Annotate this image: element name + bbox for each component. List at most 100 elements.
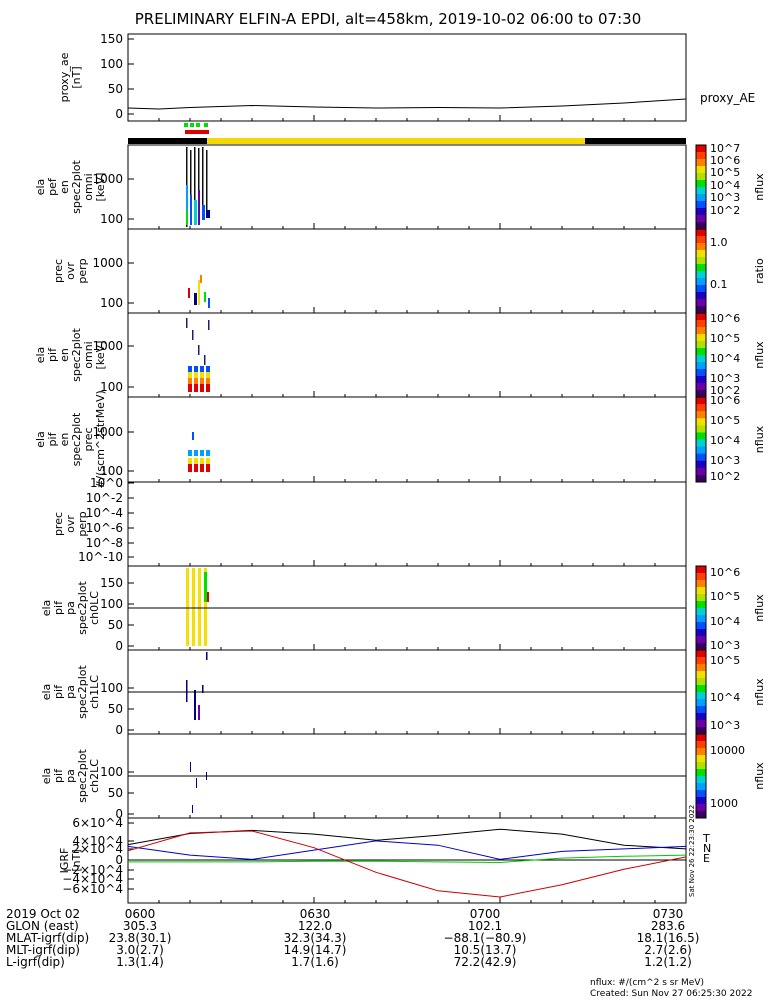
colorbar-segment — [696, 636, 706, 644]
colorbar-segment — [696, 299, 706, 307]
colorbar-segment — [696, 671, 706, 679]
colorbar-segment — [696, 187, 706, 195]
proxy-ae-line — [127, 98, 687, 110]
colorbar-ch2 — [695, 733, 707, 819]
igrf-legend-label: E — [703, 852, 710, 865]
tick-label: 10^0 — [90, 476, 123, 490]
colorbar-segment — [696, 685, 706, 693]
spec-pixel — [188, 450, 192, 456]
colorbar-segment — [696, 257, 706, 265]
spec-pixel — [194, 200, 197, 225]
spec-pixel — [200, 366, 204, 372]
spec-pixel — [208, 298, 210, 308]
colorbar-segment — [696, 250, 706, 258]
spec-pixel — [200, 384, 204, 392]
colorbar-label: nflux — [753, 678, 766, 706]
colorbar-tick-label: 10^6 — [710, 154, 740, 167]
colorbar-segment — [696, 376, 706, 384]
footer-value: 18.1(16.5) — [637, 931, 700, 945]
pef-stripe — [190, 150, 192, 220]
spec-pixel — [194, 464, 198, 472]
axis-label: prec — [52, 259, 65, 283]
spec-pixel — [188, 464, 192, 472]
pif-dot — [192, 330, 194, 340]
tick-label: 1000 — [92, 339, 123, 353]
colorbar-segment — [696, 313, 706, 321]
colorbar-tick-label: 10^3 — [710, 191, 740, 204]
spec-pixel — [188, 372, 192, 378]
spec-pixel — [202, 685, 204, 693]
axis-label: ch1LC — [88, 675, 101, 709]
colorbar-tick-label: 10^2 — [710, 470, 740, 483]
spec-pixel — [207, 592, 209, 602]
tick-label: 100 — [100, 597, 123, 611]
panel-frame — [127, 312, 687, 398]
colorbar-segment — [696, 713, 706, 721]
spec-pixel — [206, 372, 210, 378]
tick-label: 150 — [100, 576, 123, 590]
colorbar-segment — [696, 152, 706, 160]
igrf-series-E — [128, 854, 687, 864]
colorbar-tick-label: 10^7 — [710, 142, 740, 155]
panel-frame — [127, 228, 687, 314]
tick-label: 100 — [100, 212, 123, 226]
created-stamp: Created: Sun Nov 27 06:25:30 2022 — [590, 989, 752, 999]
axis-label: pef — [46, 177, 59, 196]
footer-value: 0730 — [653, 907, 684, 921]
colorbar-ratio — [695, 228, 707, 314]
colorbar-segment — [696, 173, 706, 181]
colorbar-segment — [696, 369, 706, 377]
axis-label: #/(scm^2strMeV) — [94, 390, 107, 489]
spec-pixel — [194, 366, 198, 372]
footer-value: 1.3(1.4) — [116, 955, 164, 969]
footer-value: 0630 — [300, 907, 331, 921]
axis-label: ovr — [64, 262, 77, 280]
axis-label: ela — [34, 347, 47, 364]
colorbar-segment — [696, 320, 706, 328]
axis-label: perp — [76, 511, 89, 536]
colorbar-segment — [696, 573, 706, 581]
colorbar-segment — [696, 243, 706, 251]
colorbar-segment — [696, 390, 706, 398]
axis-label: pif — [46, 431, 59, 446]
axis-label: [keV] — [94, 341, 107, 370]
spec-pixel — [202, 205, 205, 220]
colorbar-segment — [696, 159, 706, 167]
axis-label: spec2plot — [70, 160, 83, 214]
tick-label: 10^-2 — [86, 491, 123, 505]
pef-stripe — [202, 147, 204, 217]
colorbar-segment — [696, 650, 706, 658]
science-zone-mark — [184, 123, 188, 127]
colorbar-frame — [695, 733, 707, 819]
igrf-legend-label: T — [702, 832, 710, 845]
colorbar-segment — [696, 271, 706, 279]
spec-pixel — [204, 292, 206, 302]
colorbar-segment — [696, 383, 706, 391]
colorbar-tick-label: 10^3 — [710, 639, 740, 652]
tick-label: 100 — [100, 57, 123, 71]
colorbar-segment — [696, 720, 706, 728]
colorbar-segment — [696, 727, 706, 735]
spec-pixel — [206, 210, 210, 218]
tick-label: 50 — [108, 786, 123, 800]
pef-stripe — [198, 148, 200, 218]
colorbar-segment — [696, 566, 706, 574]
spec-pixel — [194, 458, 198, 464]
tick-label: 0 — [115, 639, 123, 653]
colorbar-segment — [696, 629, 706, 637]
axis-label: omni — [82, 173, 95, 200]
tick-label: 10^-8 — [86, 536, 123, 550]
footer-value: 0700 — [470, 907, 501, 921]
spec-pixel — [204, 572, 207, 602]
axis-label: omni — [82, 341, 95, 368]
proxy-ae-legend: proxy_AE — [700, 91, 755, 105]
tick-label: 0 — [115, 807, 123, 821]
axis-label: ch0LC — [88, 591, 101, 625]
spec-pixel — [186, 185, 188, 225]
colorbar-segment — [696, 229, 706, 237]
spec-pixel — [188, 366, 192, 372]
colorbar-pif-prec — [695, 396, 707, 483]
tick-label: 100 — [100, 464, 123, 478]
axis-label: ovr — [64, 515, 77, 533]
